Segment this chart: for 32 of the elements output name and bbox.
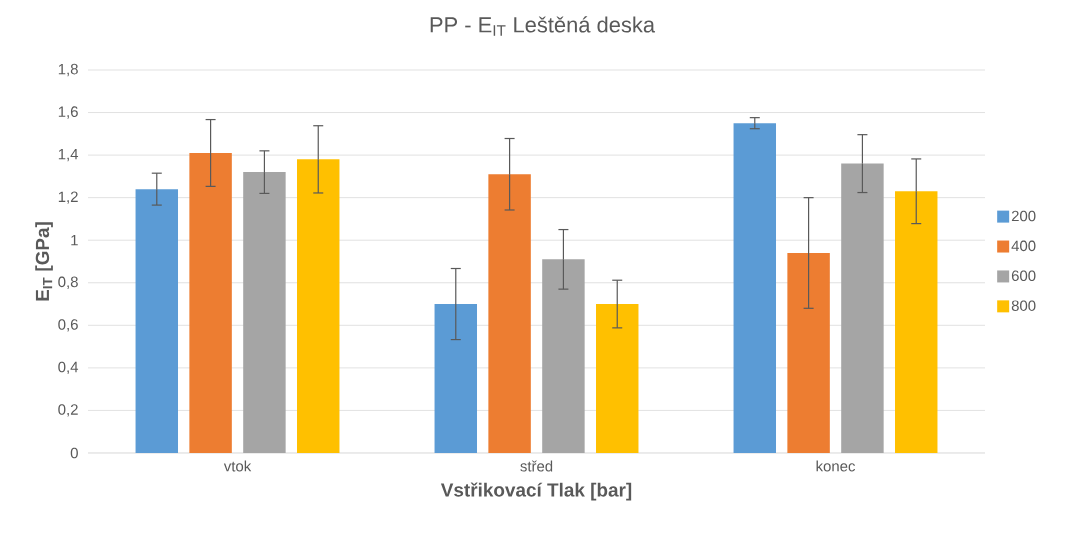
bar [434,304,478,453]
y-tick-label: 1,8 [58,63,78,77]
y-tick-label: 1,2 [58,191,78,204]
bar [297,159,340,453]
x-tick-label: střed [520,460,553,472]
bar [787,252,830,453]
y-tick-label: 0,2 [58,404,78,417]
x-tick-label: konec [816,460,856,472]
bar [733,123,777,453]
bar [135,189,179,453]
legend-label: 600 [1011,270,1036,282]
y-tick-label: 1,6 [58,106,78,119]
bar [596,304,639,453]
bar [542,259,585,453]
bar [189,152,232,453]
legend-label: 200 [1011,210,1036,222]
bar [243,172,286,453]
bar [895,191,938,453]
y-tick-label: 0,6 [58,319,78,332]
x-axis-title: Vstřikovací Tlak [bar] [440,482,632,501]
y-tick-label: 0,4 [58,361,79,375]
y-tick-label: 0,8 [58,276,78,289]
y-tick-label: 0 [70,447,78,459]
x-tick-label: vtok [223,460,252,472]
bar [488,174,531,453]
legend-label: 400 [1011,240,1036,252]
legend-label: 800 [1011,300,1036,311]
y-tick-label: 1,4 [58,149,79,162]
y-tick-label: 1 [71,235,78,246]
chart-title: PP - E$_{IT}$ Leštěná deska [430,16,656,36]
bar [841,163,884,453]
y-axis-title: E$_{IT}$ [GPa] [35,222,53,301]
